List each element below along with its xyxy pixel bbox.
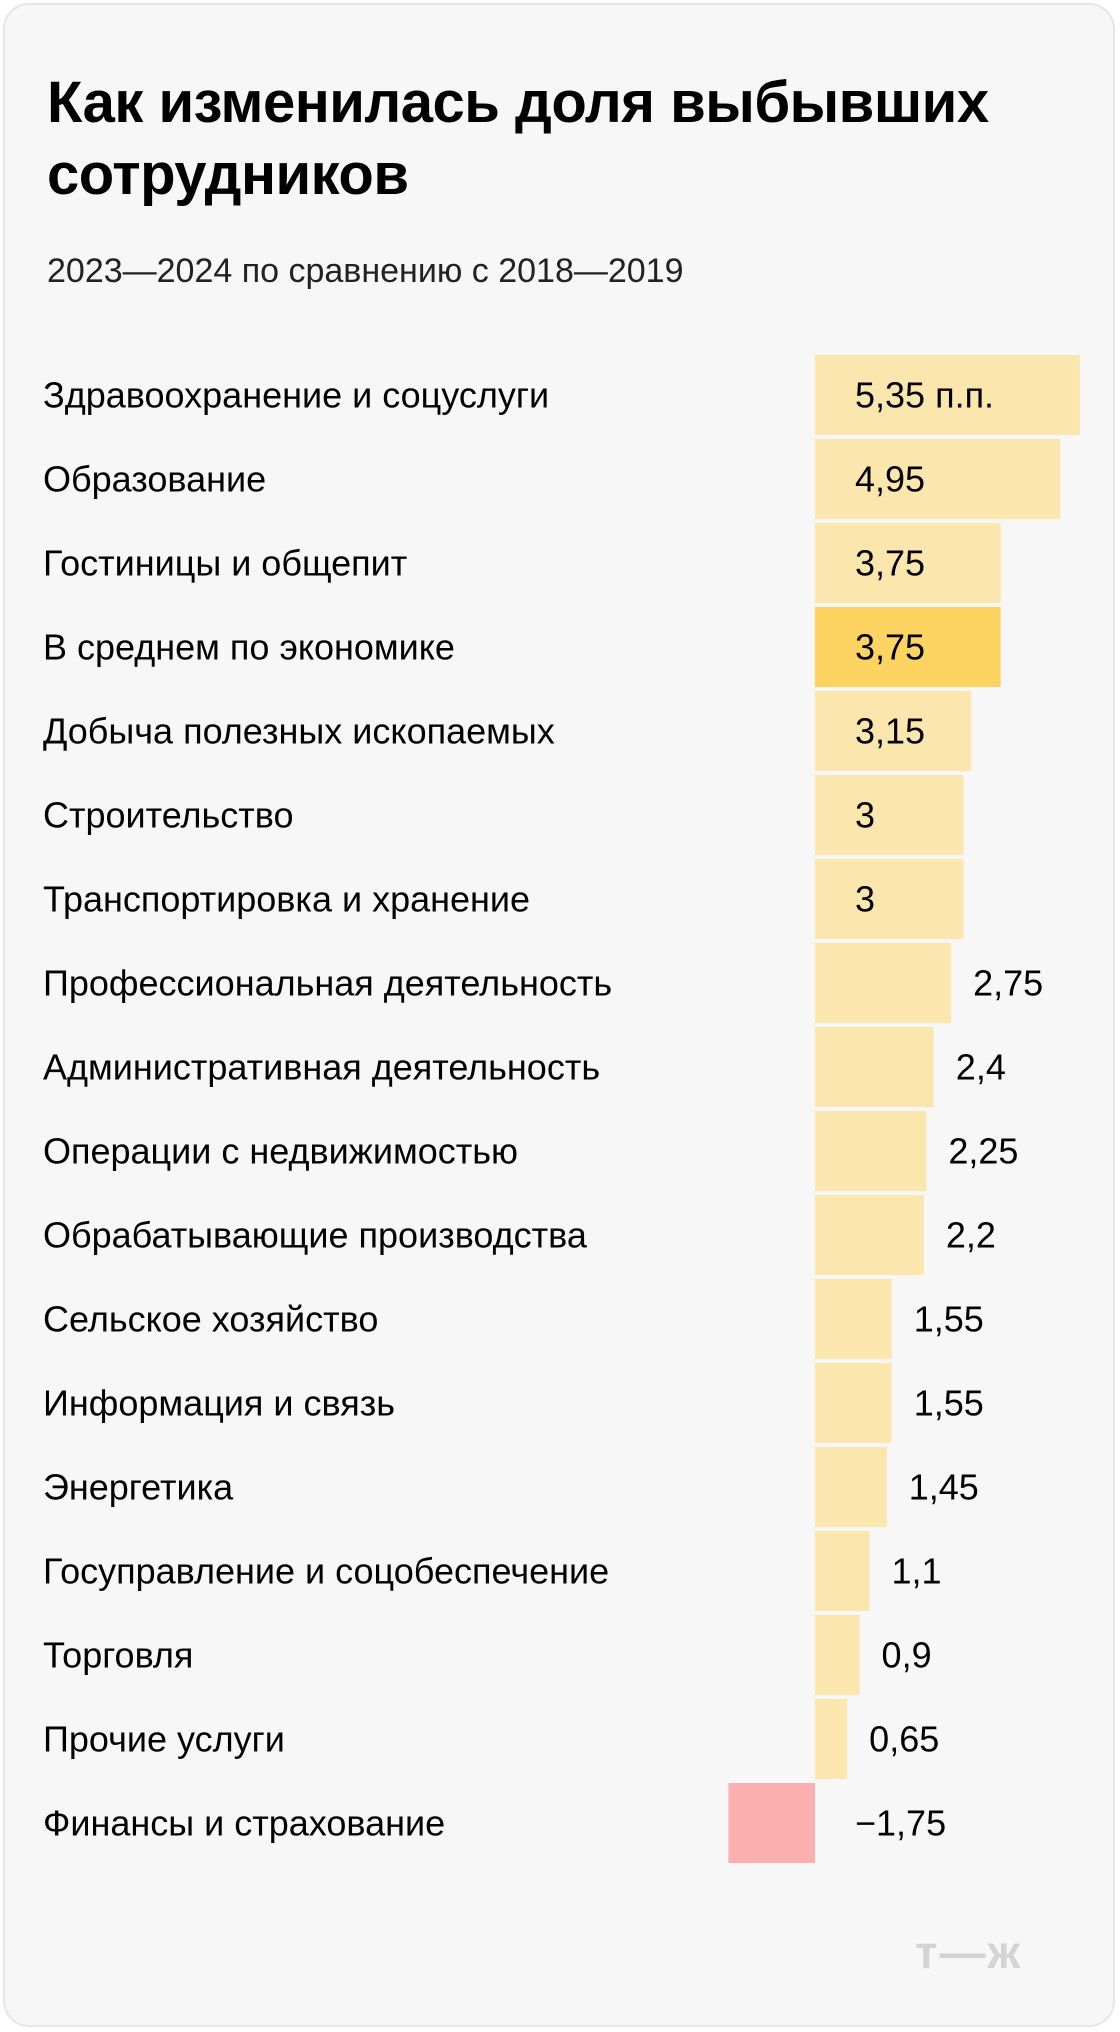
bar [815, 523, 1001, 603]
value-label: 0,9 [882, 1635, 932, 1676]
bar [815, 1111, 927, 1191]
category-label: Административная деятельность [43, 1047, 600, 1088]
value-label: 1,55 [914, 1299, 984, 1340]
chart-subtitle: 2023—2024 по сравнению с 2018—2019 [47, 252, 684, 290]
value-label: 2,75 [973, 963, 1043, 1004]
bar [815, 1027, 934, 1107]
bar [815, 1195, 924, 1275]
bar [815, 607, 1001, 687]
bar [815, 859, 964, 939]
bar [815, 1615, 860, 1695]
bar-row: Энергетика 1,45 [43, 1447, 979, 1527]
bar-row: В среднем по экономике 3,75 [43, 607, 1001, 687]
bar-row: Гостиницы и общепит 3,75 [43, 523, 1001, 603]
category-label: Гостиницы и общепит [43, 543, 407, 584]
bar-row: Сельское хозяйство 1,55 [43, 1279, 984, 1359]
bar [815, 691, 971, 771]
bar-row: Образование 4,95 [43, 439, 1061, 519]
bar [815, 1447, 887, 1527]
bar-row: Финансы и страхование −1,75 [43, 1783, 946, 1863]
bar [815, 1699, 848, 1779]
bar-row: Транспортировка и хранение 3 [43, 859, 964, 939]
value-label: 2,25 [948, 1131, 1018, 1172]
category-label: Финансы и страхование [43, 1803, 445, 1844]
bar-row: Торговля 0,9 [43, 1615, 932, 1695]
bar-row: Обрабатывающие производства 2,2 [43, 1195, 996, 1275]
value-label: 2,4 [956, 1047, 1006, 1088]
bar [815, 943, 952, 1023]
category-label: Прочие услуги [43, 1719, 285, 1760]
value-label: 3,75 [855, 543, 925, 584]
value-label: 1,45 [909, 1467, 979, 1508]
category-label: Информация и связь [43, 1383, 395, 1424]
value-label: 0,65 [869, 1719, 939, 1760]
value-label: 3 [855, 879, 875, 920]
value-label: −1,75 [855, 1803, 946, 1844]
value-label: 3 [855, 795, 875, 836]
value-label: 3,75 [855, 627, 925, 668]
bar-row: Здравоохранение и соцуслуги 5,35 п.п. [43, 355, 1080, 435]
bar [815, 355, 1080, 435]
category-label: Образование [43, 459, 266, 500]
bar [815, 1531, 870, 1611]
chart-title: Как изменилась доля выбывших сотрудников [47, 70, 989, 207]
value-label: 5,35 п.п. [855, 375, 994, 416]
bar-row: Профессиональная деятельность 2,75 [43, 943, 1043, 1023]
bar-row: Операции с недвижимостью 2,25 [43, 1111, 1018, 1191]
category-label: Энергетика [43, 1467, 234, 1508]
value-label: 1,1 [891, 1551, 941, 1592]
category-label: Профессиональная деятельность [43, 963, 612, 1004]
category-label: Операции с недвижимостью [43, 1131, 518, 1172]
bar-row: Госуправление и соцобеспечение 1,1 [43, 1531, 941, 1611]
bar-row: Добыча полезных ископаемых 3,15 [43, 691, 971, 771]
category-label: Госуправление и соцобеспечение [43, 1551, 609, 1592]
category-label: Сельское хозяйство [43, 1299, 378, 1340]
tzh-logo: т—ж [915, 1926, 1023, 1978]
value-label: 2,2 [946, 1215, 996, 1256]
bar-row: Прочие услуги 0,65 [43, 1699, 939, 1779]
value-label: 3,15 [855, 711, 925, 752]
bar [728, 1783, 815, 1863]
category-label: Обрабатывающие производства [43, 1215, 588, 1256]
category-label: Транспортировка и хранение [43, 879, 530, 920]
category-label: В среднем по экономике [43, 627, 455, 668]
bar [815, 775, 964, 855]
bar [815, 1363, 892, 1443]
category-label: Добыча полезных ископаемых [43, 711, 555, 752]
bar [815, 439, 1061, 519]
bar [815, 1279, 892, 1359]
category-label: Здравоохранение и соцуслуги [43, 375, 549, 416]
bar-chart: Здравоохранение и соцуслуги 5,35 п.п. Обра… [43, 355, 1080, 1863]
bar-row: Строительство 3 [43, 775, 964, 855]
value-label: 4,95 [855, 459, 925, 500]
category-label: Строительство [43, 795, 294, 836]
bar-row: Информация и связь 1,55 [43, 1363, 984, 1443]
bar-row: Административная деятельность 2,4 [43, 1027, 1006, 1107]
value-label: 1,55 [914, 1383, 984, 1424]
category-label: Торговля [43, 1635, 193, 1676]
chart-card: Как изменилась доля выбывших сотрудников… [3, 3, 1115, 2027]
